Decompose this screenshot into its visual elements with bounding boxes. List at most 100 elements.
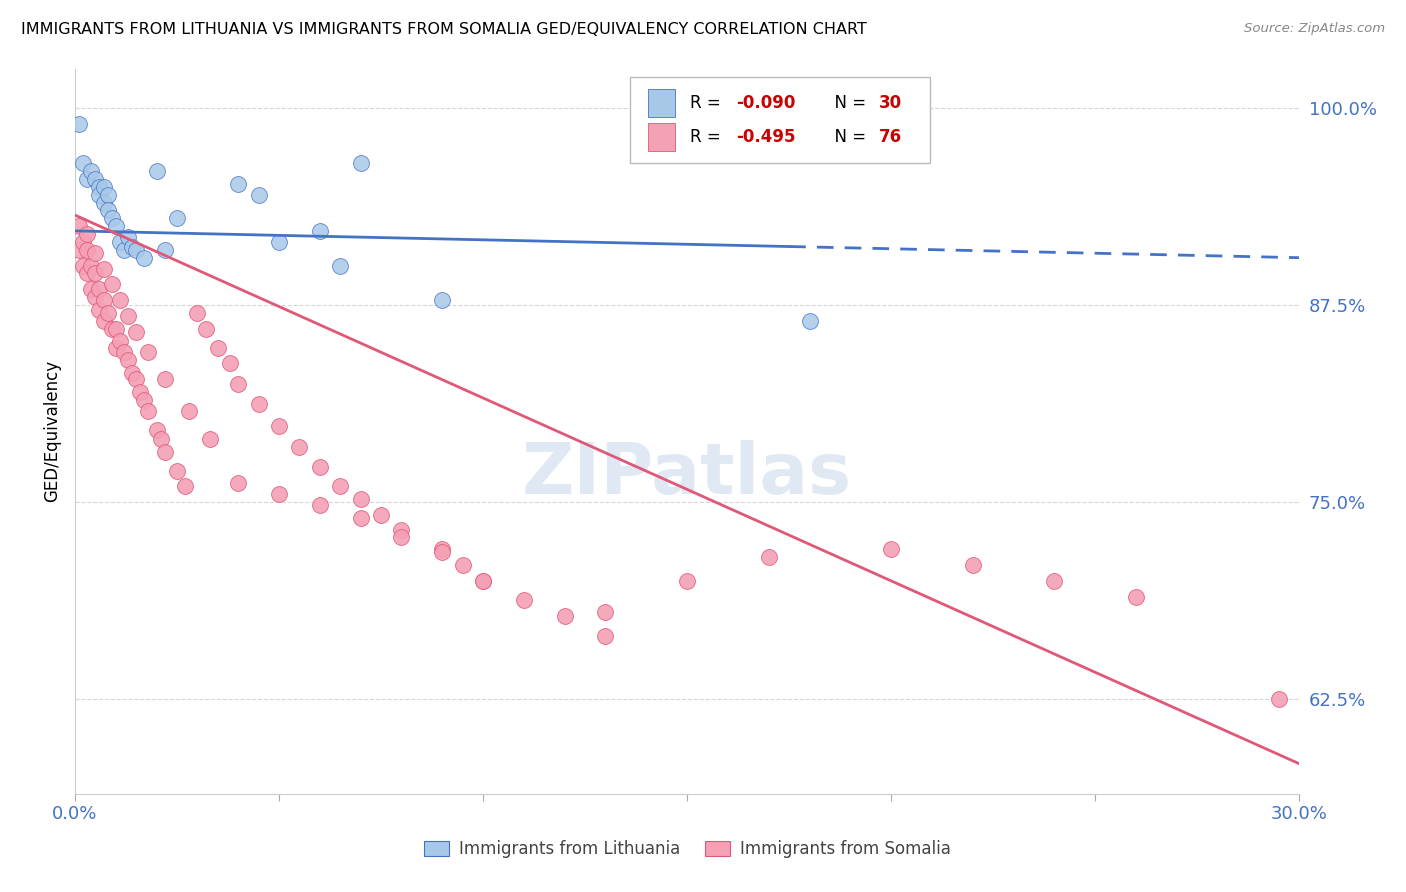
Point (513, 592, 536, 607)
Point (108, 334, 131, 349)
Point (226, 177, 249, 191)
Point (112, 345, 135, 359)
Point (350, 156, 373, 170)
Point (93, 179, 115, 194)
Point (89, 187, 111, 202)
Point (84, 267, 107, 281)
Point (72, 156, 94, 170)
Point (758, 550, 780, 565)
Point (179, 403, 201, 417)
Point (97, 203, 120, 218)
Bar (648, 123, 675, 151)
Point (472, 574, 495, 588)
Point (125, 325, 148, 339)
Point (80, 164, 103, 178)
Point (84, 290, 107, 304)
Point (350, 491, 373, 506)
Legend: Immigrants from Lithuania, Immigrants from Somalia: Immigrants from Lithuania, Immigrants fr… (418, 834, 957, 865)
Point (76, 172, 98, 186)
Point (962, 558, 984, 573)
Point (267, 419, 290, 434)
Point (554, 608, 576, 623)
Point (125, 372, 148, 386)
Point (125, 243, 148, 257)
Point (166, 463, 188, 477)
Point (595, 629, 617, 643)
Point (67, 219, 90, 234)
Point (391, 524, 413, 538)
Point (451, 558, 474, 573)
Point (153, 372, 176, 386)
Text: -0.090: -0.090 (737, 94, 796, 112)
Point (595, 606, 617, 620)
Point (329, 259, 352, 273)
Point (134, 251, 156, 265)
Point (84, 172, 107, 186)
Point (267, 487, 290, 501)
Point (1125, 590, 1147, 604)
Point (308, 460, 330, 475)
Point (194, 321, 217, 335)
Point (117, 353, 139, 368)
Point (93, 261, 115, 276)
Point (108, 293, 131, 308)
Point (138, 345, 160, 359)
Point (308, 498, 330, 512)
Y-axis label: GED/Equivalency: GED/Equivalency (44, 360, 60, 502)
Point (134, 392, 156, 407)
Point (432, 542, 454, 557)
Point (89, 302, 111, 317)
Point (153, 444, 176, 458)
Text: N =: N = (824, 128, 872, 146)
Point (472, 574, 495, 588)
Point (432, 293, 454, 308)
Point (145, 423, 167, 437)
Point (267, 235, 290, 249)
Point (76, 267, 98, 281)
Point (198, 432, 221, 446)
Point (676, 574, 699, 588)
Point (112, 243, 135, 257)
Point (799, 314, 821, 328)
Point (93, 195, 115, 210)
Point (117, 309, 139, 323)
Text: Source: ZipAtlas.com: Source: ZipAtlas.com (1244, 22, 1385, 36)
Point (89, 282, 111, 296)
Point (149, 432, 172, 446)
Point (129, 384, 152, 399)
Point (108, 235, 131, 249)
Point (80, 282, 103, 296)
Point (153, 243, 176, 257)
Point (117, 230, 139, 244)
Point (145, 164, 167, 178)
Point (84, 246, 107, 260)
Point (432, 545, 454, 559)
Text: -0.495: -0.495 (737, 128, 796, 146)
Point (67, 243, 90, 257)
Point (370, 508, 392, 522)
Point (391, 530, 413, 544)
Point (72, 259, 94, 273)
Point (207, 341, 229, 355)
Point (97, 306, 120, 320)
Point (247, 397, 270, 411)
Point (104, 321, 127, 335)
Point (121, 366, 143, 380)
Point (174, 479, 197, 493)
Text: R =: R = (689, 94, 725, 112)
Text: N =: N = (824, 94, 872, 112)
Point (67, 117, 90, 131)
Point (1043, 574, 1066, 588)
Point (100, 211, 122, 226)
Point (880, 542, 903, 557)
Text: R =: R = (689, 128, 725, 146)
Point (350, 510, 373, 524)
Point (89, 179, 111, 194)
Point (329, 479, 352, 493)
Text: 76: 76 (879, 128, 903, 146)
Text: 30: 30 (879, 94, 903, 112)
Bar (648, 89, 675, 117)
Point (226, 376, 249, 391)
Point (100, 277, 122, 292)
Point (288, 440, 311, 454)
